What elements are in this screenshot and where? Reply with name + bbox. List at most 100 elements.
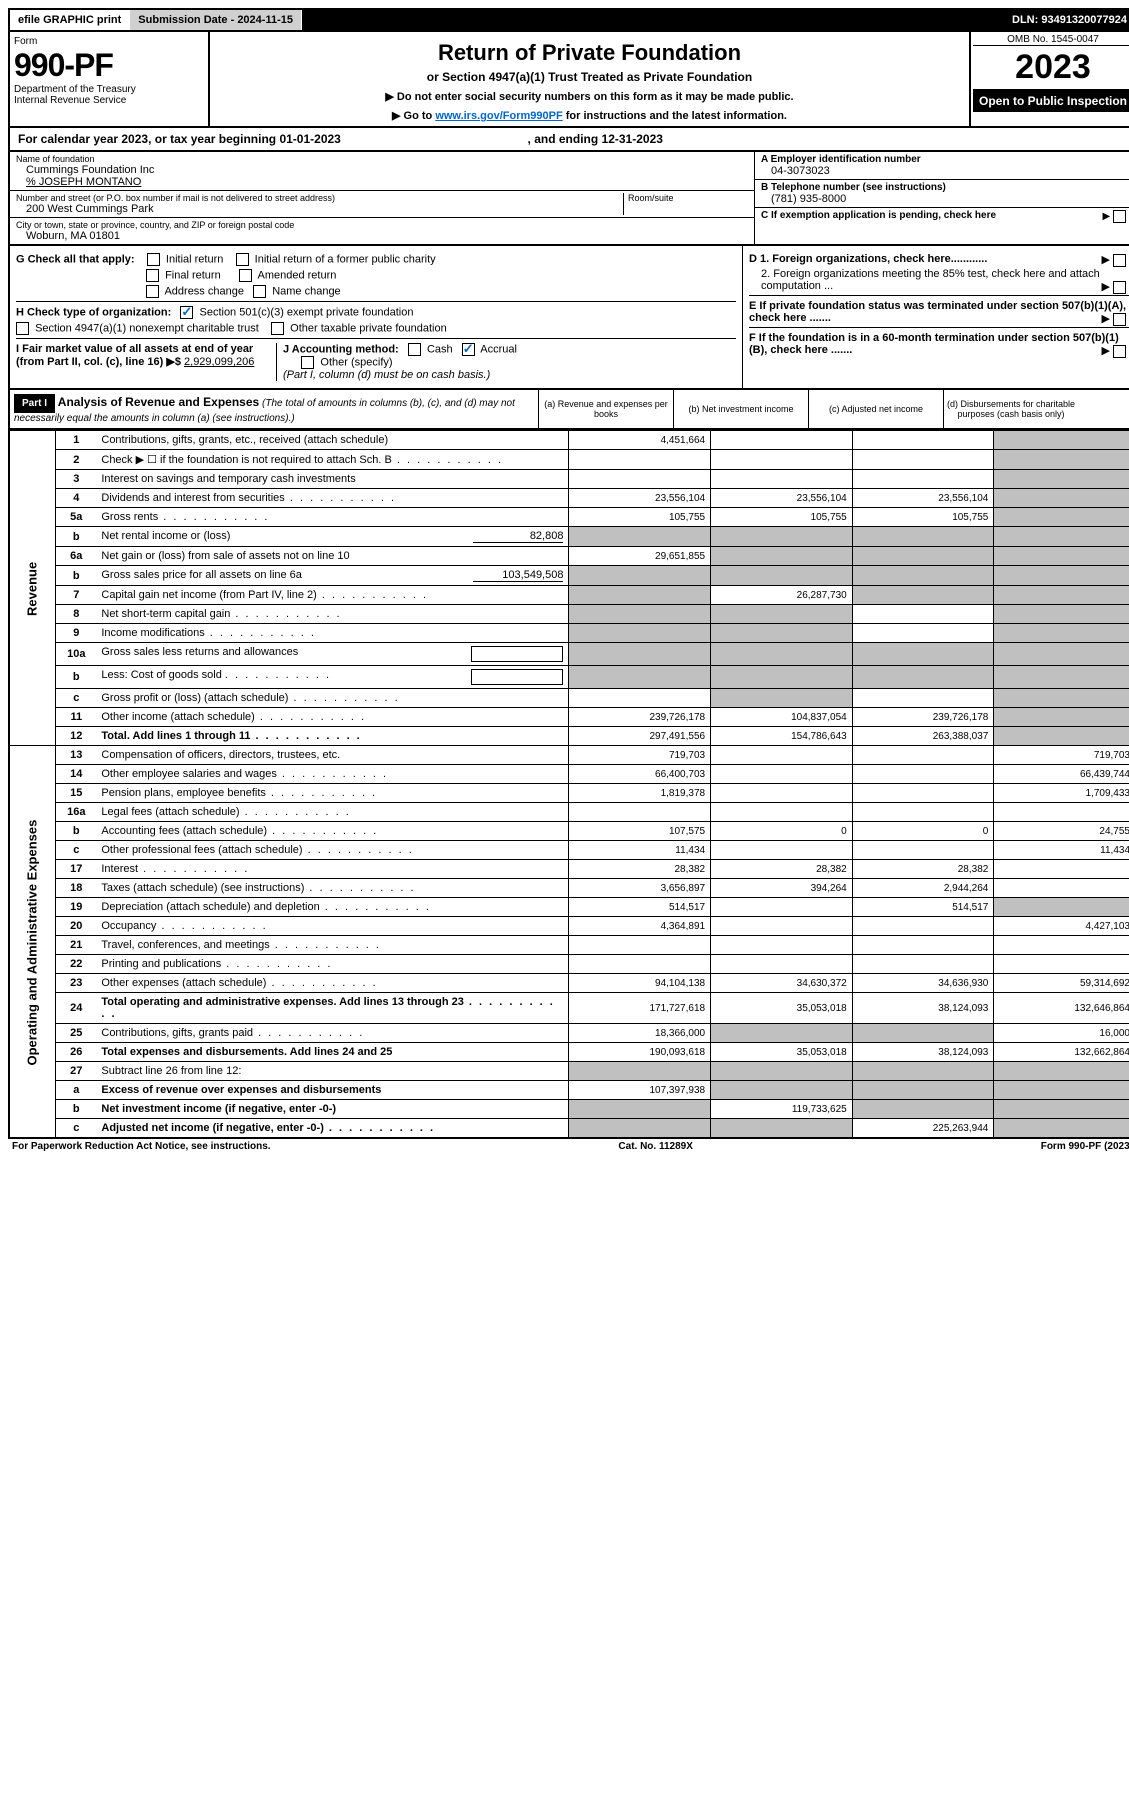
line-number: 23 [56, 974, 97, 993]
cell-col-a [569, 666, 711, 689]
cell-col-a [569, 586, 711, 605]
amended-checkbox[interactable] [239, 269, 252, 282]
cell-col-b [711, 936, 853, 955]
cell-col-d: 132,646,864 [994, 993, 1129, 1024]
other-taxable-checkbox[interactable] [271, 322, 284, 335]
cell-col-b [711, 1024, 853, 1043]
form-label: Form [14, 36, 204, 47]
cell-col-a [569, 689, 711, 708]
cell-col-c: 34,636,930 [852, 974, 994, 993]
check-section: G Check all that apply: Initial return I… [8, 246, 1129, 390]
irs-link[interactable]: www.irs.gov/Form990PF [435, 110, 562, 122]
line-description: Net rental income or (loss) 82,808 [96, 527, 569, 547]
irs-label: Internal Revenue Service [14, 95, 204, 106]
line-description: Printing and publications [96, 955, 569, 974]
cell-col-d [994, 643, 1129, 666]
501c3-checkbox[interactable] [180, 306, 193, 319]
cell-col-a: 4,364,891 [569, 917, 711, 936]
cell-col-d [994, 566, 1129, 586]
cell-col-b: 394,264 [711, 879, 853, 898]
cell-col-a [569, 955, 711, 974]
name-change-checkbox[interactable] [253, 285, 266, 298]
d2-label: 2. Foreign organizations meeting the 85%… [761, 268, 1100, 292]
line-number: 4 [56, 489, 97, 508]
cell-col-d [994, 1119, 1129, 1139]
cell-col-d [994, 527, 1129, 547]
cell-col-c [852, 746, 994, 765]
room-label: Room/suite [628, 193, 748, 203]
cell-col-c [852, 1081, 994, 1100]
cell-col-b [711, 1081, 853, 1100]
line-description: Other professional fees (attach schedule… [96, 841, 569, 860]
cell-col-c: 225,263,944 [852, 1119, 994, 1139]
cell-col-d [994, 450, 1129, 470]
accrual-checkbox[interactable] [462, 343, 475, 356]
cell-col-a: 18,366,000 [569, 1024, 711, 1043]
cell-col-a [569, 936, 711, 955]
j-label: J Accounting method: [283, 343, 399, 355]
d2-checkbox[interactable] [1113, 281, 1126, 294]
cell-col-c [852, 527, 994, 547]
omb-no: OMB No. 1545-0047 [973, 34, 1129, 45]
cell-col-d [994, 689, 1129, 708]
line-number: 12 [56, 727, 97, 746]
cell-col-b [711, 955, 853, 974]
addr-change-checkbox[interactable] [146, 285, 159, 298]
cell-col-b: 0 [711, 822, 853, 841]
line-description: Net short-term capital gain [96, 605, 569, 624]
foundation-name: Cummings Foundation Inc [16, 164, 748, 176]
inspection-label: Open to Public Inspection [973, 90, 1129, 112]
line-number: 25 [56, 1024, 97, 1043]
other-method-checkbox[interactable] [301, 356, 314, 369]
line-description: Contributions, gifts, grants, etc., rece… [96, 431, 569, 450]
header-center: Return of Private Foundation or Section … [210, 32, 969, 126]
cell-col-b [711, 643, 853, 666]
cell-col-d: 11,434 [994, 841, 1129, 860]
cell-col-d: 16,000 [994, 1024, 1129, 1043]
cell-col-c: 2,944,264 [852, 879, 994, 898]
cell-col-b: 105,755 [711, 508, 853, 527]
revenue-vertical-label: Revenue [9, 431, 56, 746]
submission-date: Submission Date - 2024-11-15 [130, 10, 302, 30]
f-checkbox[interactable] [1113, 345, 1126, 358]
cell-col-c: 38,124,093 [852, 993, 994, 1024]
note-ssn: ▶ Do not enter social security numbers o… [222, 90, 957, 103]
addr-label: Number and street (or P.O. box number if… [16, 193, 623, 203]
initial-former-checkbox[interactable] [236, 253, 249, 266]
cell-col-c [852, 566, 994, 586]
cell-col-c: 28,382 [852, 860, 994, 879]
footer-right: Form 990-PF (2023) [1041, 1141, 1129, 1152]
cell-col-a: 514,517 [569, 898, 711, 917]
cash-checkbox[interactable] [408, 343, 421, 356]
line-description: Total operating and administrative expen… [96, 993, 569, 1024]
col-b-header: (b) Net investment income [673, 390, 808, 428]
line-description: Income modifications [96, 624, 569, 643]
line-number: 14 [56, 765, 97, 784]
cell-col-b [711, 917, 853, 936]
cell-col-d [994, 1100, 1129, 1119]
g-label: G Check all that apply: [16, 253, 135, 265]
care-of: % JOSEPH MONTANO [16, 176, 748, 188]
cell-col-c [852, 605, 994, 624]
cell-col-c [852, 936, 994, 955]
line-description: Interest [96, 860, 569, 879]
line-description: Net gain or (loss) from sale of assets n… [96, 547, 569, 566]
final-return-checkbox[interactable] [146, 269, 159, 282]
calendar-year-row: For calendar year 2023, or tax year begi… [8, 128, 1129, 152]
cell-col-b: 23,556,104 [711, 489, 853, 508]
cell-col-b: 119,733,625 [711, 1100, 853, 1119]
cell-col-b [711, 527, 853, 547]
cell-col-c [852, 784, 994, 803]
c-checkbox[interactable] [1113, 210, 1126, 223]
line-number: 27 [56, 1062, 97, 1081]
cell-col-b [711, 746, 853, 765]
c-label: C If exemption application is pending, c… [761, 210, 996, 221]
line-number: c [56, 689, 97, 708]
4947-checkbox[interactable] [16, 322, 29, 335]
d1-checkbox[interactable] [1113, 254, 1126, 267]
cell-col-c: 105,755 [852, 508, 994, 527]
cell-col-d: 132,662,864 [994, 1043, 1129, 1062]
e-checkbox[interactable] [1113, 313, 1126, 326]
initial-return-checkbox[interactable] [147, 253, 160, 266]
line-description: Dividends and interest from securities [96, 489, 569, 508]
